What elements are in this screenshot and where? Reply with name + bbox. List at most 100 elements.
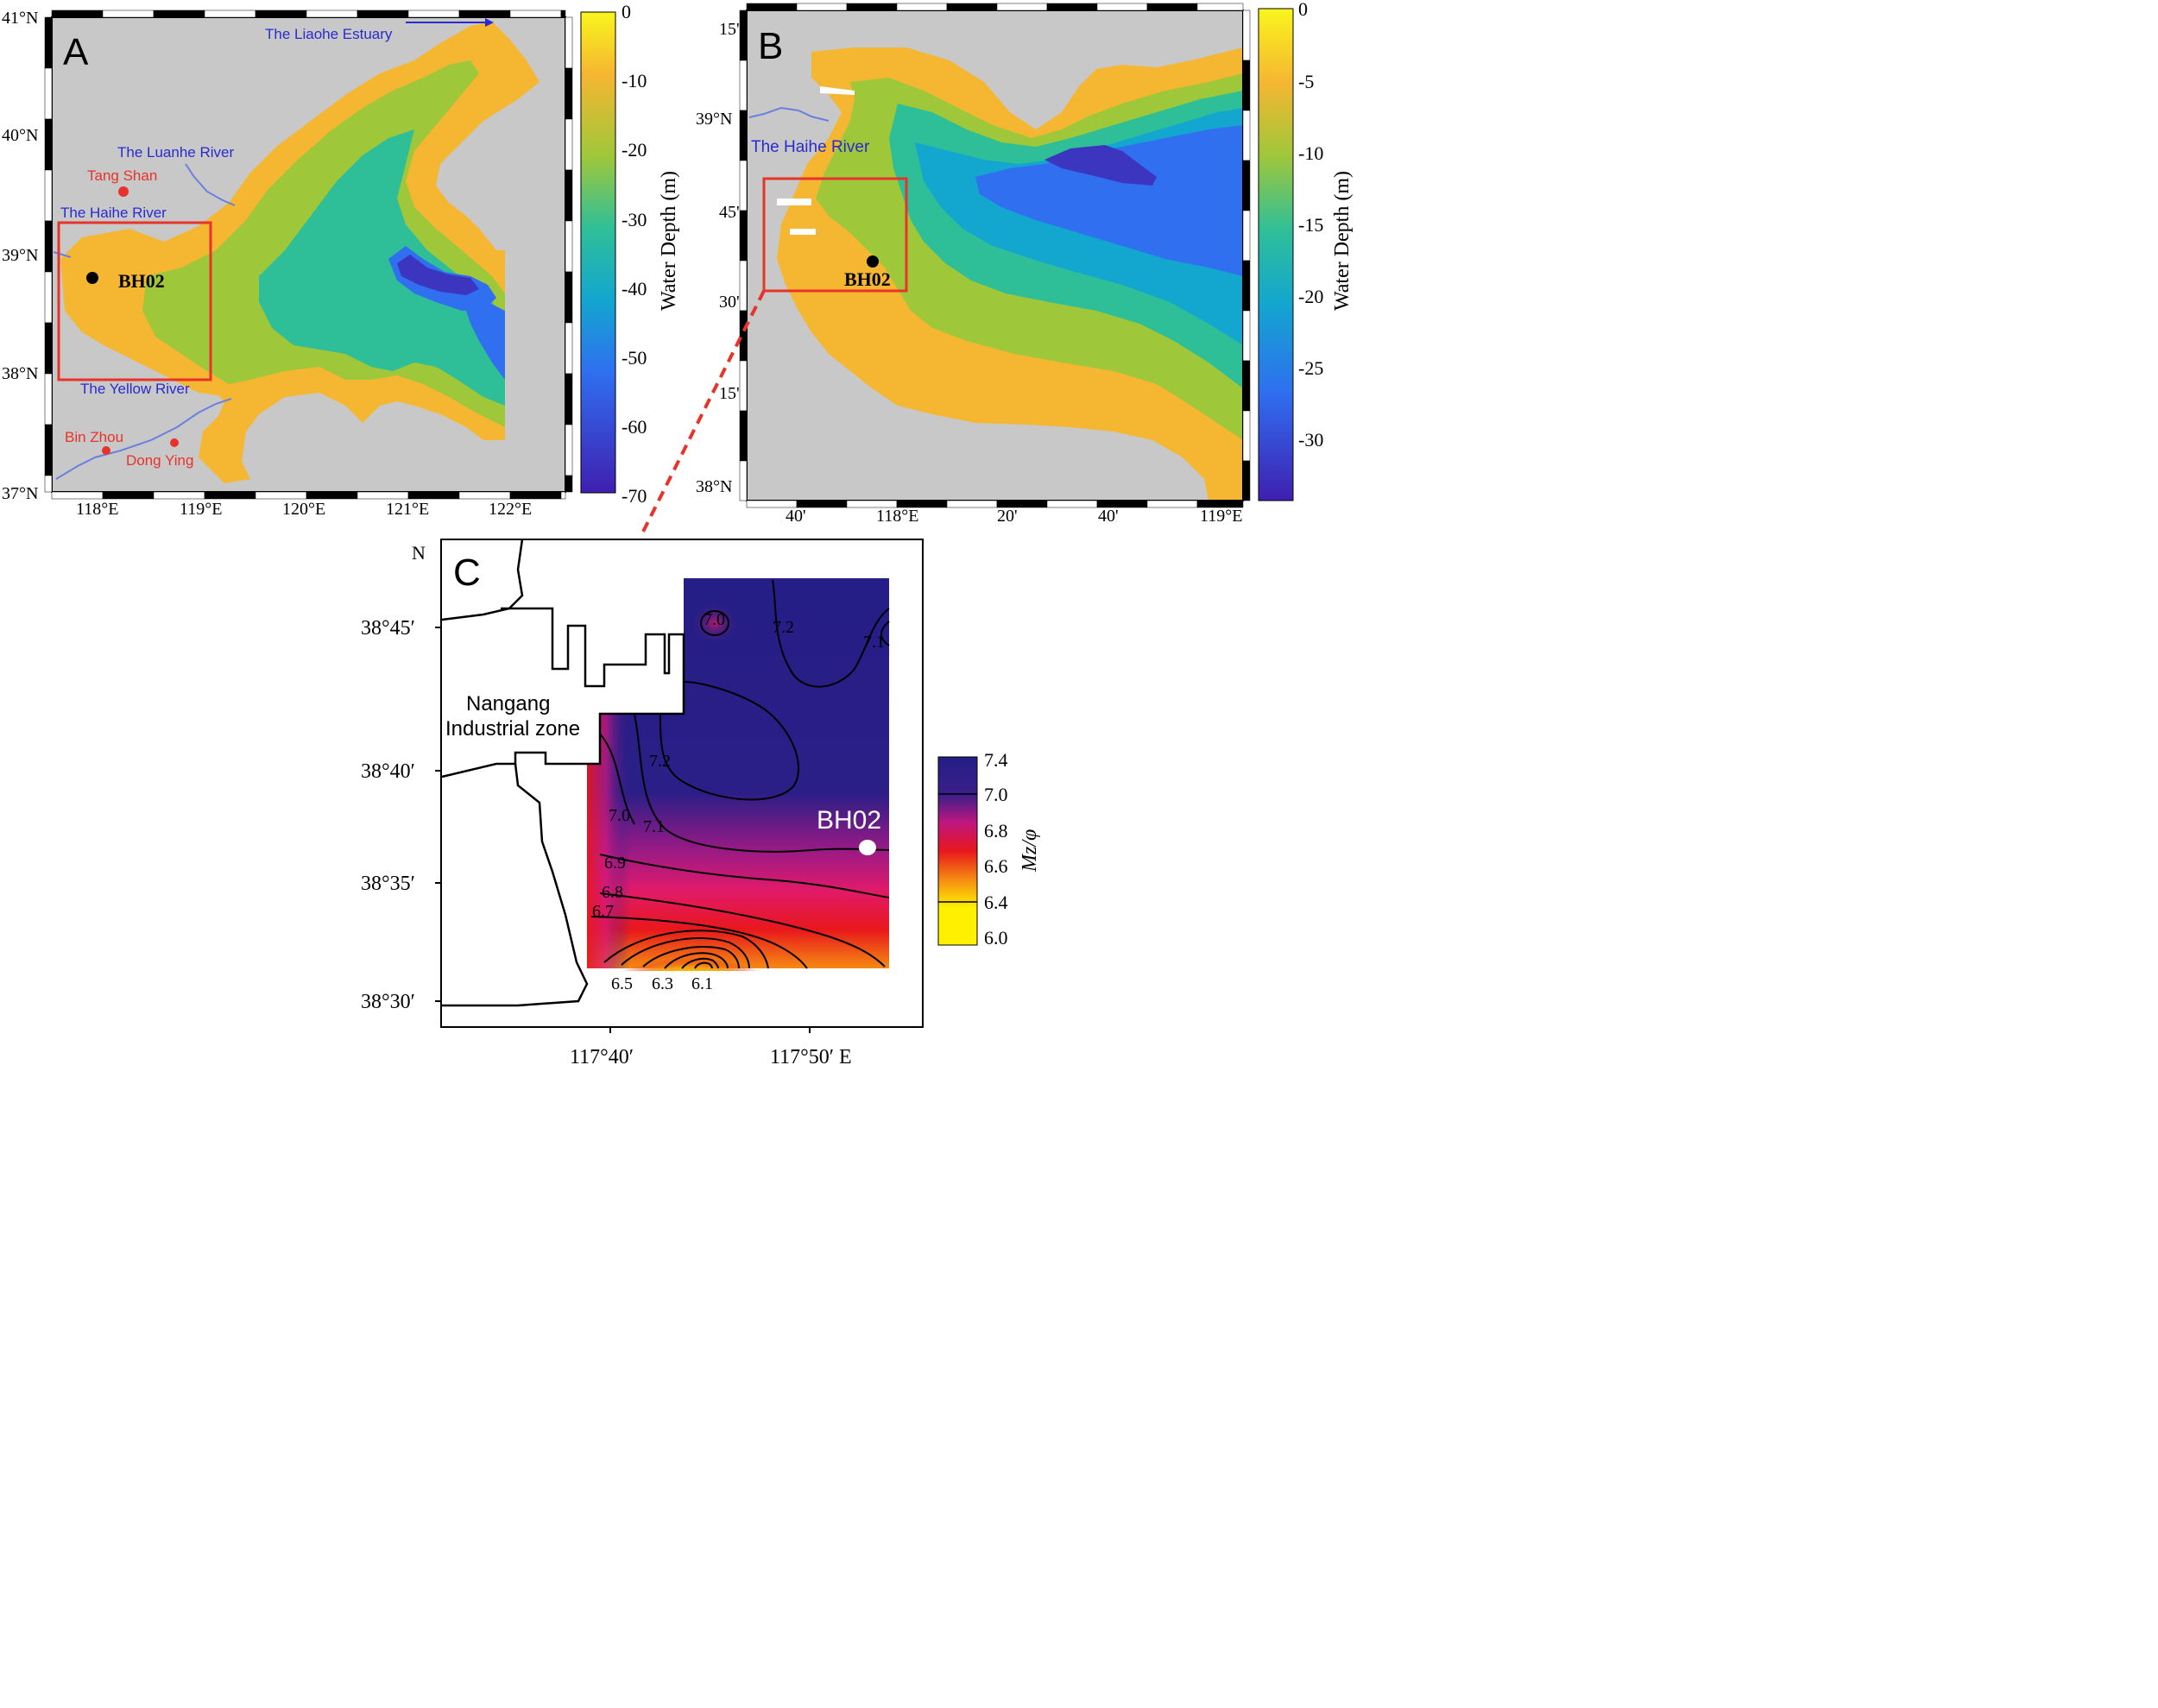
frame-tick-segment (565, 475, 573, 493)
panel-c-coastline-south (442, 763, 589, 1007)
panel-b-sea-blue (975, 125, 1243, 276)
panel-a-luanhe-river (185, 163, 236, 206)
frame-tick-segment (1196, 500, 1244, 508)
frame-tick-segment (458, 491, 511, 500)
panel-b-colorbar-tick-4: -15 (1298, 214, 1323, 236)
frame-tick-segment (407, 491, 460, 500)
panel-c-contour-label-7.1-left: 7.1 (643, 817, 665, 836)
panel-a-lat-label-5: 37°N (2, 484, 38, 503)
frame-tick-segment (565, 169, 573, 222)
frame-tick-segment (946, 500, 998, 508)
frame-tick-segment (44, 169, 53, 222)
panel-c-contour-6.7 (590, 916, 808, 969)
panel-b-bh02-label: BH02 (844, 268, 891, 290)
panel-c-lat-label-4: 38°30′ (361, 991, 415, 1013)
frame-tick-segment (1242, 9, 1251, 61)
frame-tick-segment (565, 16, 573, 69)
panel-a-lat-label-3: 39°N (2, 246, 38, 265)
b-to-c-connector (639, 290, 766, 538)
panel-c-contour-label-7.1-right: 7.1 (863, 633, 885, 652)
panel-b-lat-label-1: 15' (719, 20, 740, 39)
panel-a-haihe-label: The Haihe River (60, 205, 167, 221)
panel-a-bohai-map: BH02 The Liaohe Estuary The Luanhe River… (2, 1, 680, 519)
panel-b-lat-label-3: 45' (719, 203, 740, 222)
panel-b-tianjin-map: The Haihe River BH02 B 15' 39°N 45' 30' … (696, 0, 1353, 526)
frame-tick-segment (44, 16, 53, 69)
panel-a-letter: A (63, 31, 89, 73)
panel-c-contour-6.1 (694, 961, 713, 969)
panel-c-colorbar-tick-2: 7.0 (984, 784, 1008, 805)
panel-b-bh02-marker (867, 255, 879, 268)
panel-a-lat-label-2: 40°N (2, 126, 38, 145)
frame-tick-segment (1046, 3, 1098, 11)
frame-tick-segment (565, 118, 573, 171)
frame-tick-segment (739, 60, 748, 111)
panel-a-tangshan-dot (118, 186, 129, 197)
panel-c-bh02-marker (859, 840, 876, 855)
frame-tick-segment (44, 271, 53, 324)
panel-c-mz-left-shade (587, 714, 684, 968)
frame-tick-segment (102, 9, 155, 18)
panel-b-colorbar-tick-2: -5 (1298, 71, 1314, 92)
panel-a-study-area-box (57, 221, 212, 381)
panel-a-frame-ticks (44, 9, 573, 500)
panel-a-dongying-dot (170, 438, 179, 447)
panel-c-contour-label-6.8: 6.8 (602, 883, 623, 902)
frame-tick-segment (739, 360, 748, 412)
panel-b-letter: B (758, 25, 783, 67)
panel-c-north-label: N (412, 542, 426, 564)
panel-c-contour-6.8 (599, 892, 886, 967)
frame-tick-segment (458, 9, 511, 18)
panel-c-contour-label-6.5: 6.5 (611, 974, 633, 993)
frame-tick-segment (1242, 60, 1251, 111)
panel-c-mz-spot (691, 602, 739, 644)
panel-c-mz-yellow-zone (596, 917, 786, 971)
frame-tick-segment (846, 3, 898, 11)
frame-tick-segment (1242, 460, 1251, 501)
panel-a-colorbar-tick-2: -10 (622, 70, 647, 91)
panel-a-binzhou-dot (102, 446, 110, 455)
frame-tick-segment (51, 9, 104, 18)
panel-a-lat-label-1: 41°N (2, 9, 38, 28)
panel-a-colorbar-tick-1: 0 (622, 1, 631, 22)
panel-a-haihe-river (53, 251, 72, 258)
panel-a-luanhe-label: The Luanhe River (117, 144, 234, 161)
panel-b-lon-label-3: 20' (997, 507, 1018, 526)
panel-a-bh02-label: BH02 (118, 270, 165, 292)
panel-a-colorbar-title: Water Depth (m) (658, 171, 680, 311)
frame-tick-segment (1242, 160, 1251, 211)
panel-c-colorbar-tick-1: 7.4 (984, 749, 1008, 771)
panel-c-colorbar-tick-5: 6.4 (984, 892, 1008, 913)
panel-a-lon-label-4: 121°E (386, 500, 429, 519)
panel-b-colorbar-title: Water Depth (m) (1331, 171, 1353, 311)
frame-tick-segment (509, 9, 562, 18)
panel-b-lon-label-1: 40' (786, 507, 806, 526)
frame-tick-segment (1242, 210, 1251, 262)
frame-tick-segment (357, 9, 409, 18)
panel-c-contour-label-7.0-left: 7.0 (609, 806, 630, 825)
frame-tick-segment (306, 491, 358, 500)
panel-c-contour-label-6.7: 6.7 (592, 902, 614, 921)
panel-c-zone-label-line1: Nangang (466, 692, 550, 715)
frame-tick-segment (153, 9, 205, 18)
panel-c-colorbar-lines (938, 793, 977, 903)
panel-b-lon-label-2: 118°E (876, 507, 918, 526)
panel-c-contour-6.3 (664, 952, 729, 969)
frame-tick-segment (739, 410, 748, 462)
panel-b-colorbar-tick-7: -30 (1298, 429, 1323, 451)
panel-c-lat-label-2: 38°40′ (361, 760, 415, 783)
panel-a-tangshan-label: Tang Shan (87, 167, 157, 184)
frame-tick-segment (153, 491, 205, 500)
frame-tick-segment (357, 491, 409, 500)
frame-tick-segment (102, 491, 155, 500)
frame-tick-segment (44, 67, 53, 120)
panel-c-contour-label-6.3: 6.3 (652, 974, 673, 993)
panel-b-colorbar (1258, 8, 1294, 501)
frame-tick-segment (1046, 500, 1098, 508)
frame-tick-segment (1146, 500, 1198, 508)
panel-b-lon-label-4: 40' (1098, 507, 1119, 526)
panel-a-lat-label-4: 38°N (2, 364, 38, 383)
panel-c-industrial-zone-outline (441, 607, 685, 778)
panel-b-lat-label-2: 39°N (696, 110, 732, 129)
panel-a-colorbar (580, 11, 616, 494)
